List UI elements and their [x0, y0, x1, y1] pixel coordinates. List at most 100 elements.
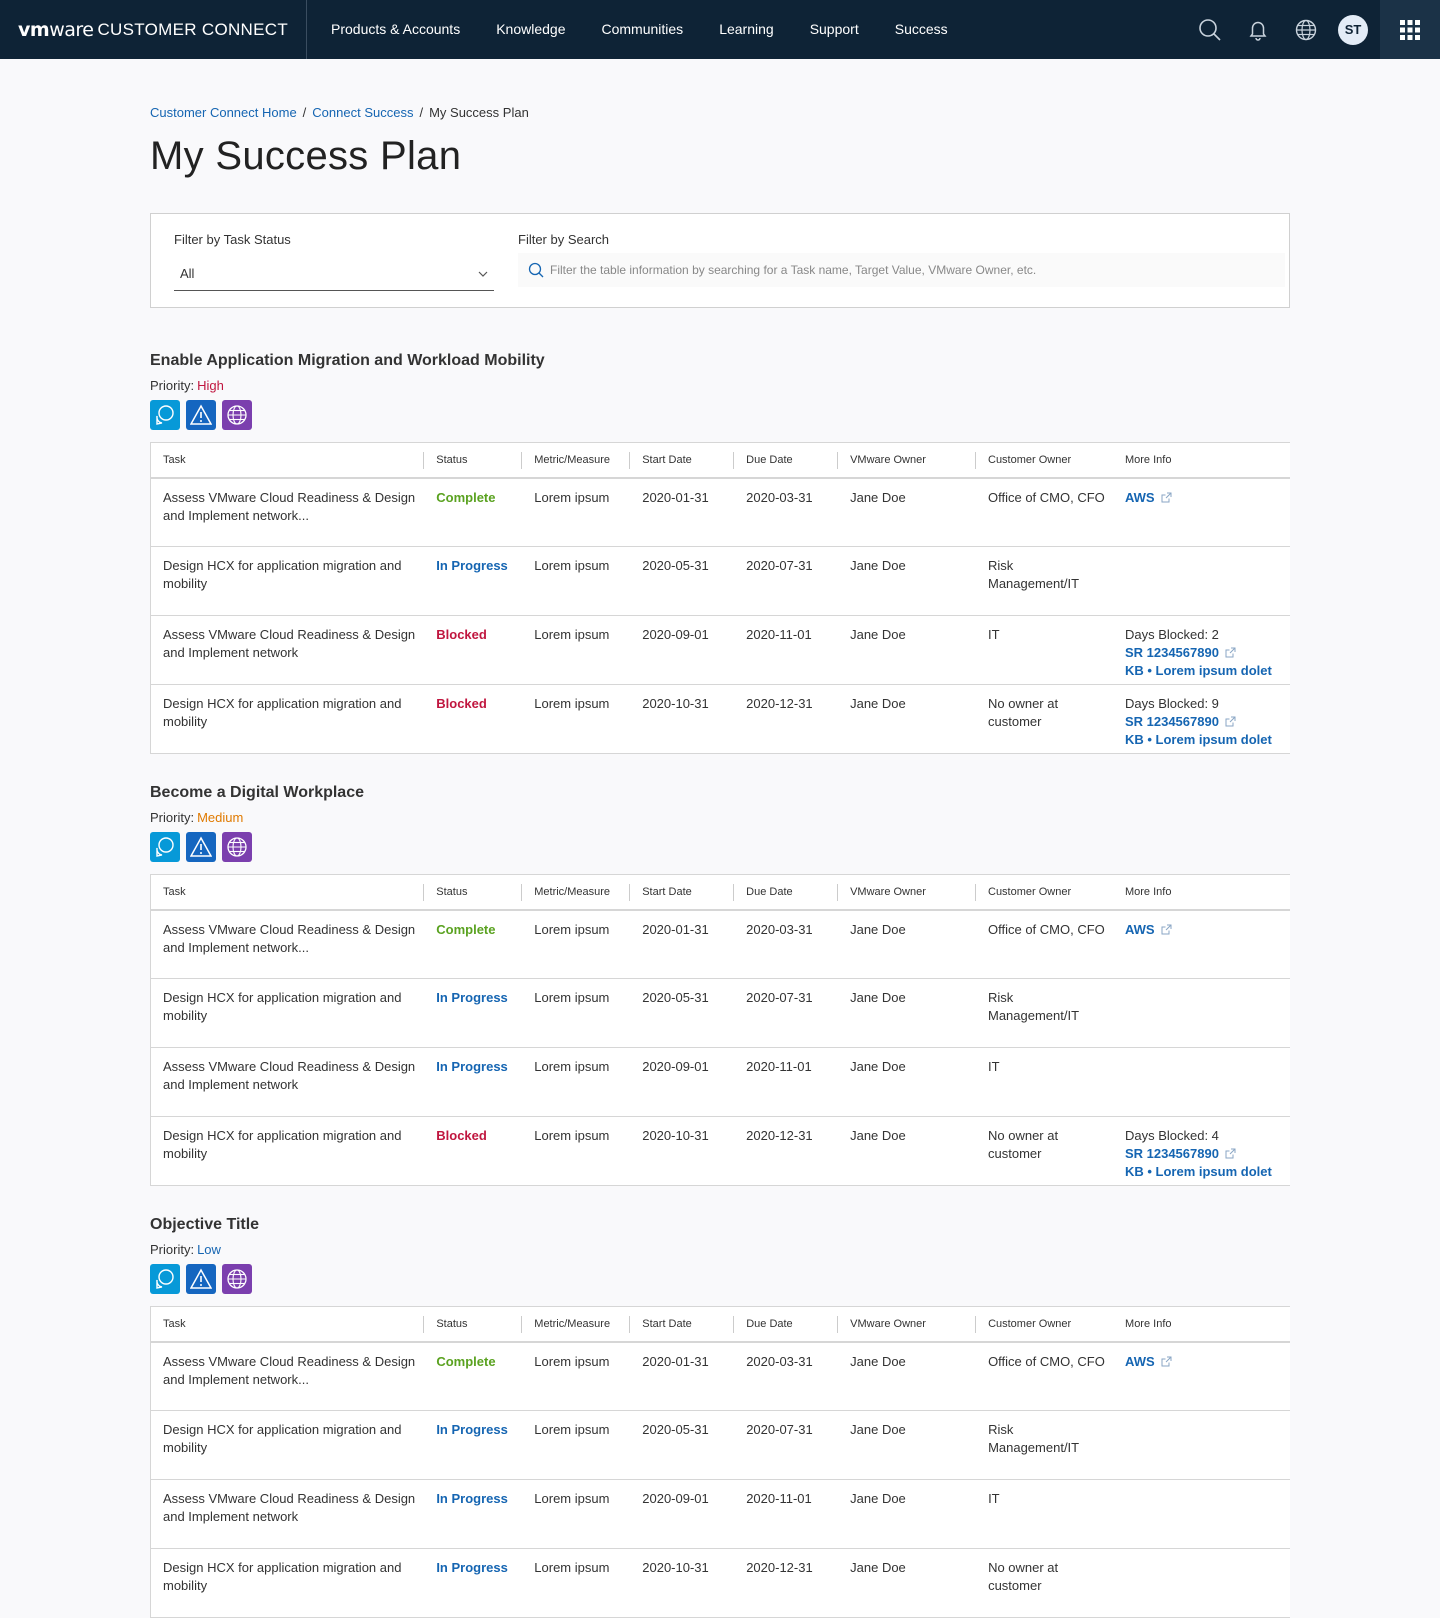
- nav-learning[interactable]: Learning: [719, 21, 774, 37]
- header-col-start-date[interactable]: Start Date: [630, 874, 735, 911]
- header-col-task[interactable]: Task: [150, 1306, 425, 1343]
- header-label: Customer Owner: [988, 1317, 1072, 1330]
- objective-badges: [150, 832, 1290, 862]
- breadcrumb-home[interactable]: Customer Connect Home: [150, 105, 297, 120]
- vmware-owner-cell: Jane Doe: [838, 546, 976, 616]
- header-col-more-info[interactable]: More Info: [1112, 874, 1290, 911]
- table-row[interactable]: Design HCX for application migration and…: [150, 978, 1290, 1048]
- kb-link[interactable]: KB • Lorem ipsum dolet: [1124, 1164, 1272, 1179]
- web-globe-icon[interactable]: [222, 400, 252, 430]
- warning-icon[interactable]: [186, 1264, 216, 1294]
- metric-cell: Lorem ipsum: [522, 615, 631, 685]
- warning-icon[interactable]: [186, 400, 216, 430]
- header-col-customer-owner[interactable]: Customer Owner: [976, 442, 1113, 479]
- header-col-metric[interactable]: Metric/Measure: [522, 442, 631, 479]
- table-row[interactable]: Design HCX for application migration and…: [150, 684, 1290, 754]
- warning-icon[interactable]: [186, 832, 216, 862]
- avatar[interactable]: ST: [1338, 14, 1368, 45]
- header-col-status[interactable]: Status: [424, 442, 523, 479]
- kb-link[interactable]: KB • Lorem ipsum dolet: [1124, 663, 1272, 678]
- nav-knowledge[interactable]: Knowledge: [496, 21, 566, 37]
- header-col-task[interactable]: Task: [150, 874, 425, 911]
- header-col-vmware-owner[interactable]: VMware Owner: [838, 874, 976, 911]
- sr-link[interactable]: SR 1234567890: [1125, 644, 1282, 662]
- bell-icon[interactable]: [1234, 0, 1282, 59]
- header-col-start-date[interactable]: Start Date: [630, 1306, 735, 1343]
- header-col-metric[interactable]: Metric/Measure: [522, 1306, 631, 1343]
- status-cell: In Progress: [424, 1548, 523, 1618]
- breadcrumb-separator: /: [419, 105, 424, 120]
- table-row[interactable]: Design HCX for application migration and…: [150, 1116, 1290, 1186]
- status-cell: Complete: [424, 909, 523, 979]
- header-col-start-date[interactable]: Start Date: [630, 442, 735, 479]
- header-col-status[interactable]: Status: [424, 1306, 523, 1343]
- aws-link[interactable]: AWS: [1125, 489, 1282, 507]
- header-col-due-date[interactable]: Due Date: [734, 442, 839, 479]
- nav-support[interactable]: Support: [809, 21, 859, 37]
- chat-bubbles-icon[interactable]: [150, 1264, 180, 1294]
- header-label: VMware Owner: [850, 1317, 926, 1330]
- header-col-more-info[interactable]: More Info: [1113, 1306, 1290, 1343]
- table-row[interactable]: Assess VMware Cloud Readiness & Design a…: [150, 1479, 1290, 1549]
- vmware-owner-cell: Jane Doe: [838, 1548, 977, 1618]
- chat-bubbles-icon[interactable]: [150, 400, 180, 430]
- chat-bubbles-icon[interactable]: [150, 832, 180, 862]
- status-select[interactable]: All: [174, 257, 494, 291]
- sr-link[interactable]: SR 1234567890: [1125, 713, 1282, 731]
- customer-owner-cell: No owner at customer: [976, 684, 1113, 754]
- product-name: CUSTOMER CONNECT: [97, 19, 289, 39]
- vmware-logo[interactable]: vmware CUSTOMER CONNECT: [0, 0, 308, 59]
- table-row[interactable]: Design HCX for application migration and…: [150, 546, 1290, 616]
- table-row[interactable]: Assess VMware Cloud Readiness & Design a…: [150, 477, 1290, 547]
- table-row[interactable]: Assess VMware Cloud Readiness & Design a…: [150, 1341, 1290, 1411]
- customer-owner-cell: Office of CMO, CFO: [976, 909, 1113, 979]
- header-col-more-info[interactable]: More Info: [1112, 442, 1290, 479]
- web-globe-icon[interactable]: [222, 1264, 252, 1294]
- header-col-customer-owner[interactable]: Customer Owner: [976, 874, 1113, 911]
- aws-link[interactable]: AWS: [1125, 1353, 1282, 1371]
- globe-icon[interactable]: [1282, 0, 1330, 59]
- header-col-vmware-owner[interactable]: VMware Owner: [838, 1306, 977, 1343]
- table-header-row: Task Status Metric/Measure Start Date Due Da…: [150, 874, 1290, 911]
- table-row[interactable]: Design HCX for application migration and…: [150, 1410, 1290, 1480]
- header-label: Status: [436, 453, 468, 466]
- due-date-cell: 2020-12-31: [734, 684, 839, 754]
- priority: Priority: Medium: [150, 810, 1290, 825]
- table-row[interactable]: Design HCX for application migration and…: [150, 1548, 1290, 1618]
- search-input[interactable]: Filter the table information by searchin…: [518, 253, 1285, 287]
- web-globe-icon[interactable]: [222, 832, 252, 862]
- header-col-status[interactable]: Status: [424, 874, 523, 911]
- kb-link[interactable]: KB • Lorem ipsum dolet: [1124, 732, 1272, 747]
- priority-label: Priority:: [150, 810, 195, 825]
- vmware-owner-cell: Jane Doe: [838, 1341, 977, 1411]
- header-actions: ST: [1186, 0, 1440, 59]
- more-info-cell: [1112, 546, 1290, 616]
- metric-cell: Lorem ipsum: [522, 1548, 631, 1618]
- nav-success[interactable]: Success: [894, 21, 948, 37]
- header-label: Task: [163, 885, 186, 898]
- nav-products-accounts[interactable]: Products & Accounts: [331, 21, 461, 37]
- external-link-icon: [1225, 1148, 1236, 1159]
- breadcrumb-connect-success[interactable]: Connect Success: [312, 105, 414, 120]
- header-col-task[interactable]: Task: [150, 442, 425, 479]
- header-col-due-date[interactable]: Due Date: [734, 874, 839, 911]
- status-cell: In Progress: [424, 978, 523, 1048]
- header-col-due-date[interactable]: Due Date: [734, 1306, 839, 1343]
- table-row[interactable]: Assess VMware Cloud Readiness & Design a…: [150, 909, 1290, 979]
- metric-cell: Lorem ipsum: [522, 1479, 631, 1549]
- external-link-icon: [1225, 716, 1236, 727]
- task-cell: Design HCX for application migration and…: [150, 1116, 425, 1186]
- table-row[interactable]: Assess VMware Cloud Readiness & Design a…: [150, 1047, 1290, 1117]
- header-col-metric[interactable]: Metric/Measure: [522, 874, 631, 911]
- aws-link[interactable]: AWS: [1125, 921, 1282, 939]
- sr-link[interactable]: SR 1234567890: [1125, 1145, 1282, 1163]
- more-info-cell: [1113, 1479, 1290, 1549]
- table-row[interactable]: Assess VMware Cloud Readiness & Design a…: [150, 615, 1290, 685]
- header-col-customer-owner[interactable]: Customer Owner: [976, 1306, 1114, 1343]
- objective-badges: [150, 1264, 1290, 1294]
- search-icon[interactable]: [1186, 0, 1234, 59]
- nav-communities[interactable]: Communities: [601, 21, 684, 37]
- apps-grid-icon[interactable]: [1380, 0, 1440, 59]
- header-col-vmware-owner[interactable]: VMware Owner: [838, 442, 976, 479]
- external-link-icon: [1161, 924, 1172, 934]
